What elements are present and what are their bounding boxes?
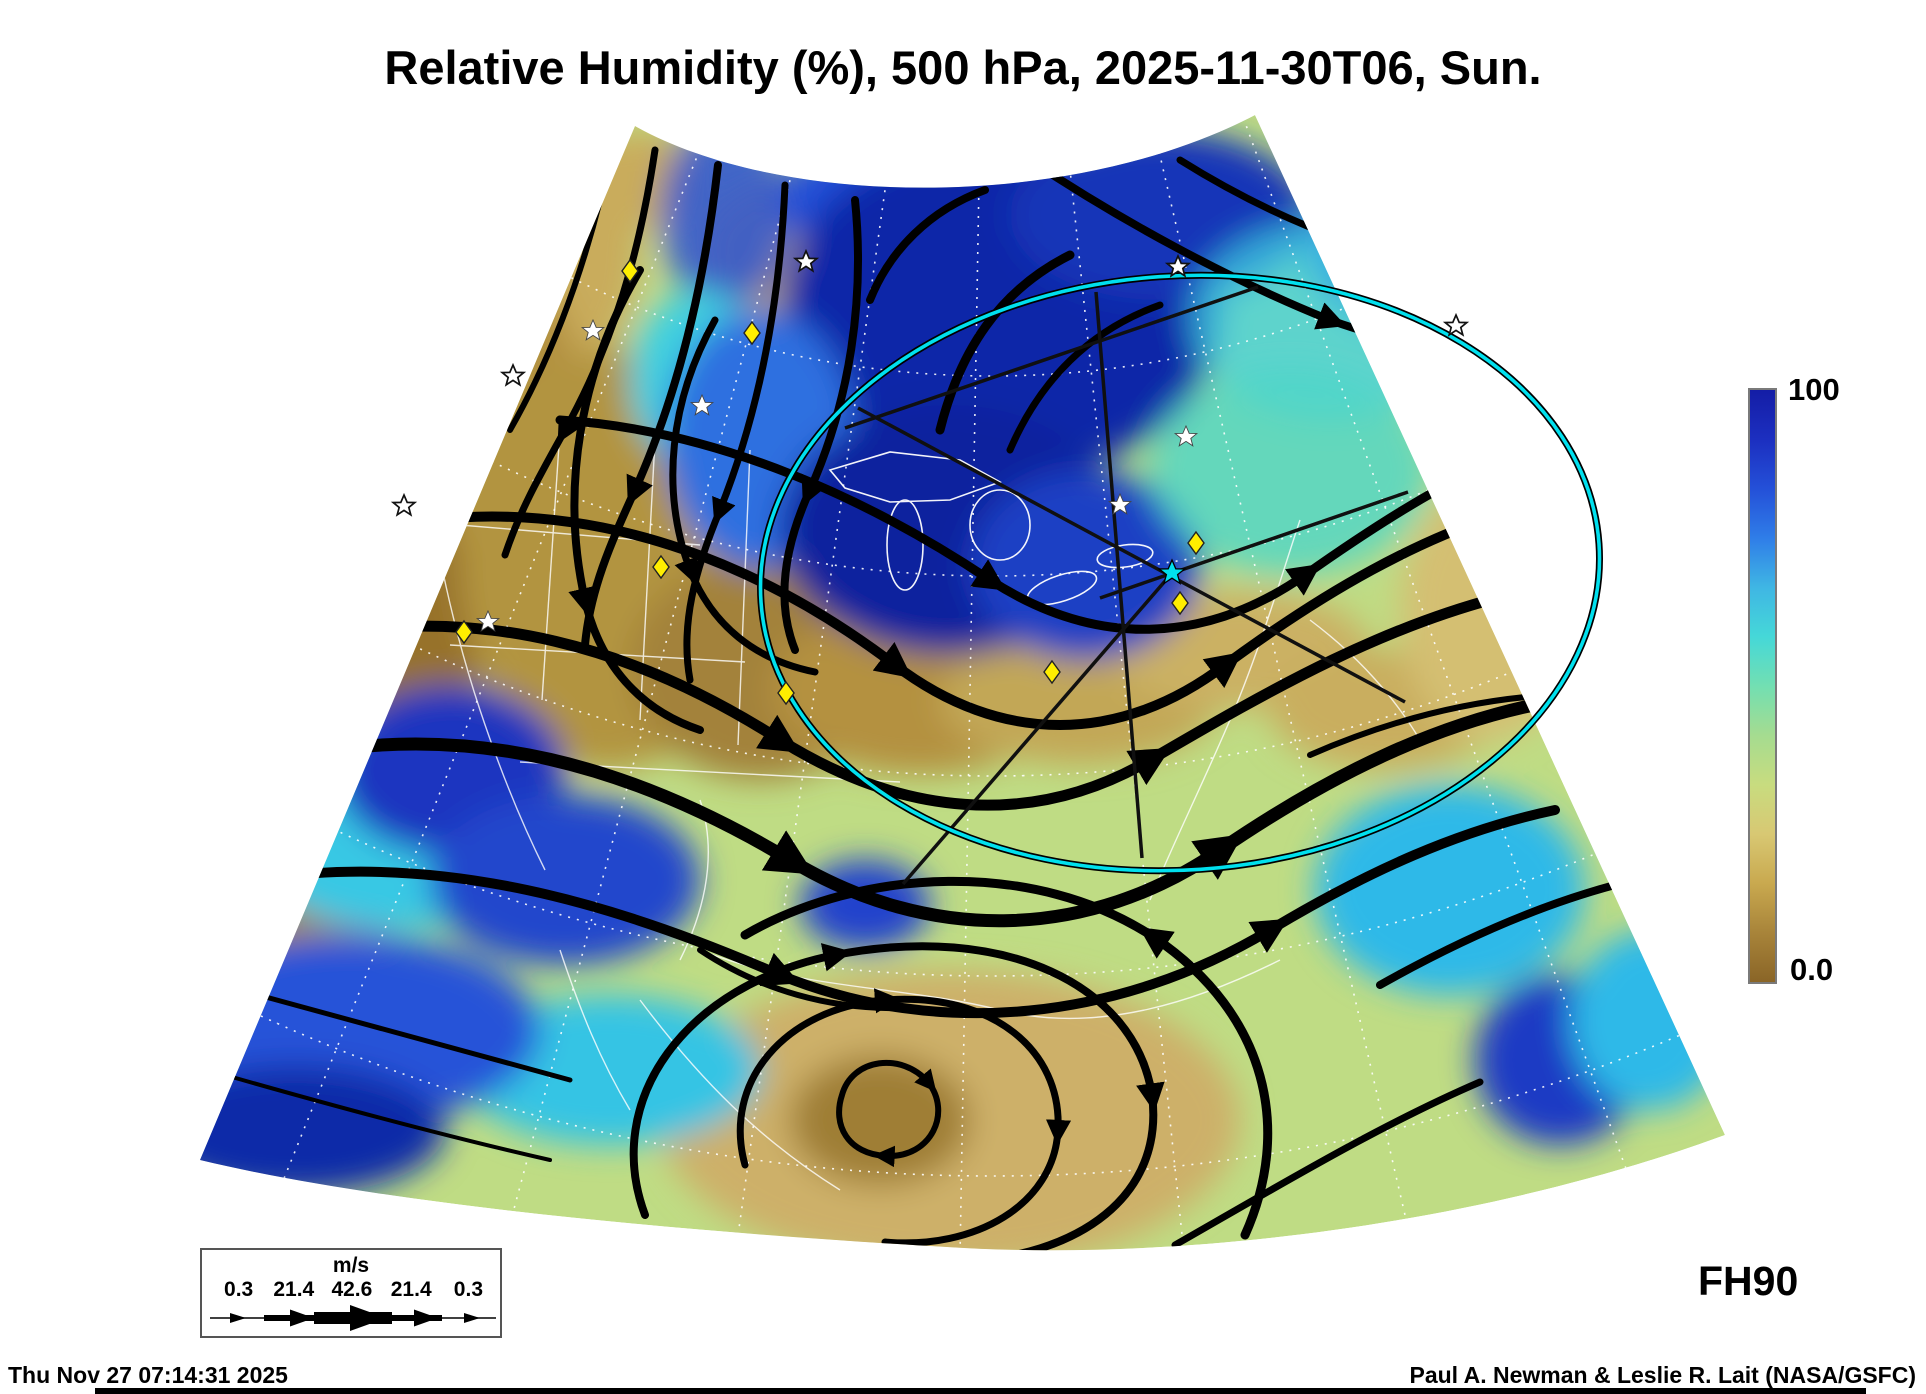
wind-legend-value: 21.4 <box>390 1278 432 1301</box>
city-star-open <box>501 364 525 386</box>
page-title: Relative Humidity (%), 500 hPa, 2025-11-… <box>384 41 1542 94</box>
city-star-open <box>392 494 416 516</box>
wind-legend-value: 21.4 <box>273 1278 315 1301</box>
colorbar-min-label: 0.0 <box>1790 952 1834 987</box>
wind-legend-arrow-scale <box>210 1305 496 1331</box>
wind-legend-units: m/s <box>332 1254 370 1277</box>
wind-legend-value: 42.6 <box>331 1278 373 1301</box>
footer-credit: Paul A. Newman & Leslie R. Lait (NASA/GS… <box>1409 1362 1916 1388</box>
forecast-hour-label: FH90 <box>1698 1258 1799 1304</box>
footer-timestamp: Thu Nov 27 07:14:31 2025 <box>8 1362 288 1388</box>
humidity-colorbar <box>1748 388 1777 984</box>
colorbar-max-label: 100 <box>1788 372 1840 407</box>
wind-speed-legend: m/s 0.3 21.4 42.6 21.4 0.3 <box>200 1248 502 1338</box>
wind-legend-value: 0.3 <box>224 1278 254 1301</box>
bottom-divider-bar <box>95 1388 1866 1394</box>
wind-legend-value: 0.3 <box>453 1278 484 1301</box>
range-ring-overlay <box>757 271 1603 886</box>
